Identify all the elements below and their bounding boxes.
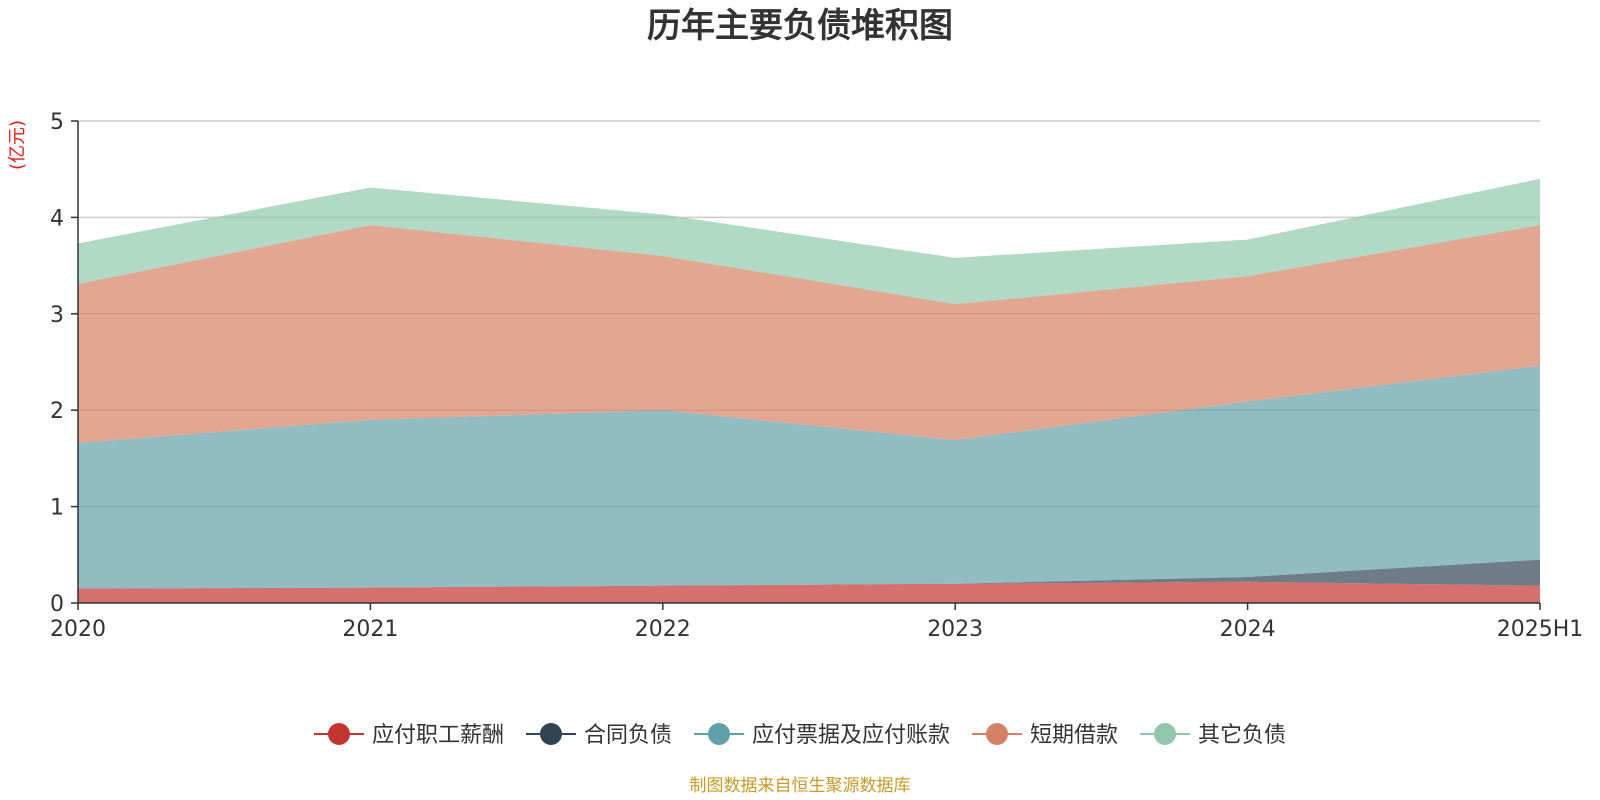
legend-item-4: 短期借款 — [972, 723, 1118, 748]
area-5 — [78, 178, 1540, 305]
legend-label: 应付职工薪酬 — [372, 723, 504, 748]
legend-label: 其它负债 — [1198, 723, 1286, 748]
legend-item-2: 合同负债 — [525, 723, 672, 748]
x-tick-label: 2022 — [635, 617, 691, 642]
y-tick-label: 0 — [50, 592, 64, 617]
y-axis-unit: (亿元) — [7, 120, 28, 170]
legend: 应付职工薪酬 合同负债 应付票据及应付账款 短期借款 其它负债 — [313, 723, 1286, 748]
x-tick-label: 2021 — [342, 617, 398, 642]
legend-marker — [986, 723, 1009, 745]
area-3 — [78, 365, 1540, 589]
area-series — [78, 178, 1540, 603]
legend-marker — [539, 723, 562, 745]
y-tick-label: 3 — [50, 303, 64, 328]
x-tick-label: 2024 — [1220, 617, 1276, 642]
chart-title: 历年主要负债堆积图 — [647, 6, 953, 46]
area-1 — [78, 581, 1540, 603]
legend-marker — [1154, 723, 1177, 745]
y-tick-label: 5 — [50, 110, 64, 135]
x-tick-label: 2025H1 — [1497, 617, 1584, 642]
x-tick-label: 2020 — [50, 617, 106, 642]
legend-item-1: 应付职工薪酬 — [313, 723, 504, 748]
area-4 — [78, 225, 1540, 443]
y-tick-label: 2 — [50, 399, 64, 424]
legend-item-3: 应付票据及应付账款 — [693, 723, 950, 748]
y-tick-label: 1 — [50, 496, 64, 521]
legend-label: 应付票据及应付账款 — [752, 723, 950, 748]
legend-item-5: 其它负债 — [1140, 723, 1286, 748]
x-tick-label: 2023 — [927, 617, 983, 642]
axes: 0 1 2 3 4 5 2020 2021 2022 2023 2024 2025H1 — [50, 110, 1583, 642]
legend-marker — [707, 723, 730, 745]
legend-label: 合同负债 — [584, 723, 672, 748]
y-tick-label: 4 — [50, 206, 64, 231]
legend-marker — [327, 723, 350, 745]
legend-label: 短期借款 — [1030, 723, 1118, 748]
source-note: 制图数据来自恒生聚源数据库 — [690, 776, 911, 796]
area-2 — [78, 559, 1540, 589]
